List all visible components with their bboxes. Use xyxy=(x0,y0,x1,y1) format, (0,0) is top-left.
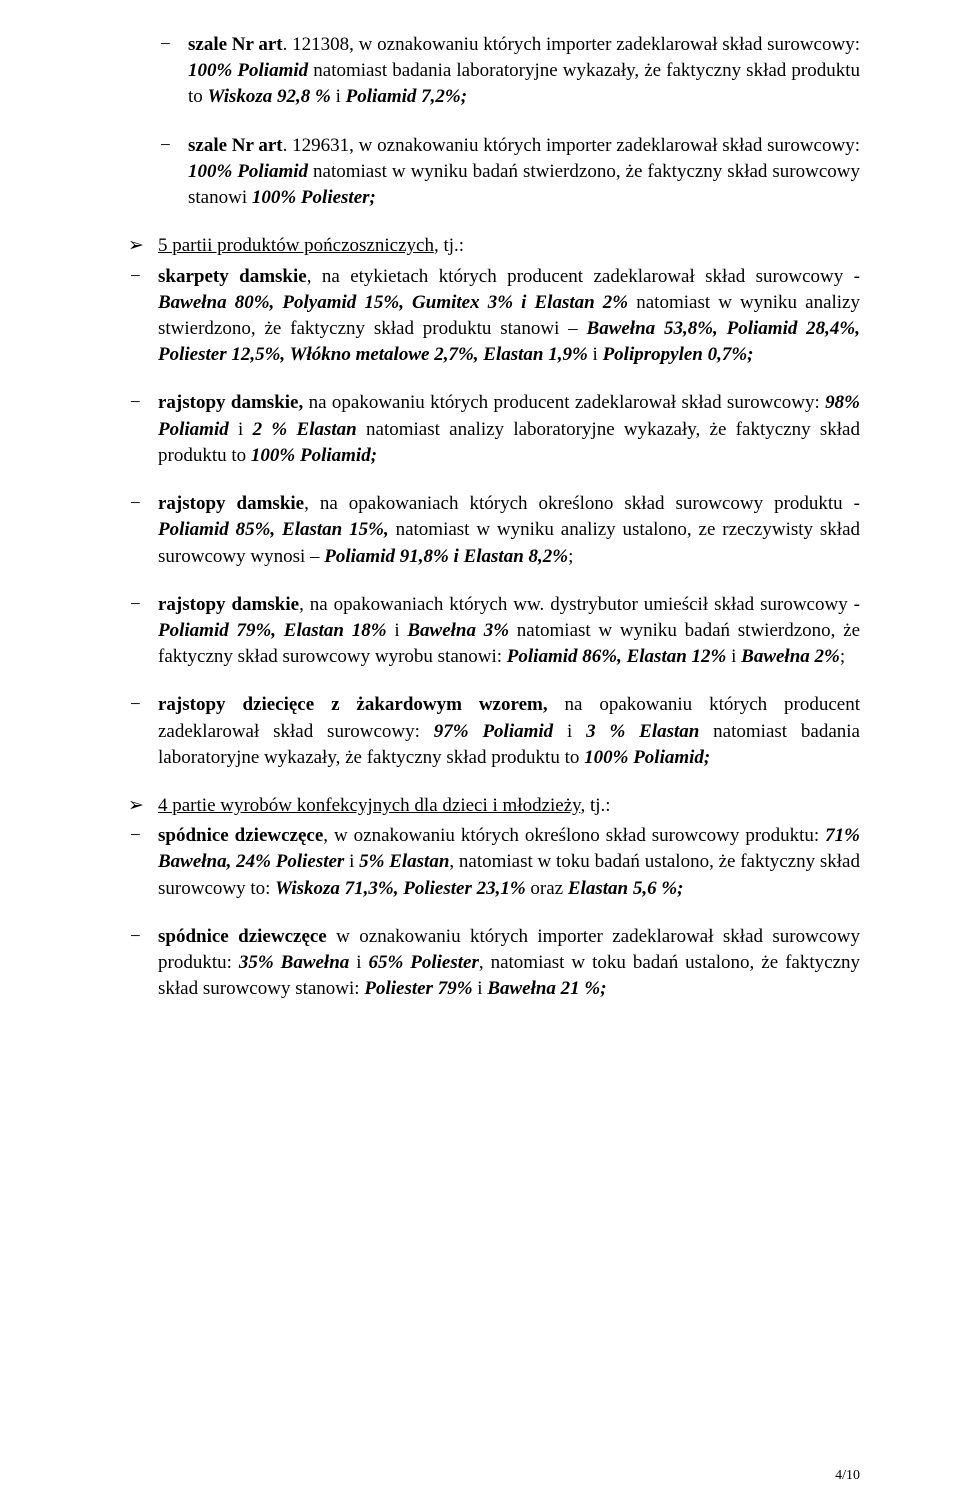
dash-icon: − xyxy=(130,592,141,618)
text: i xyxy=(349,952,368,973)
text: i xyxy=(553,721,586,742)
actual: Wiskoza 92,8 % xyxy=(208,86,336,107)
dash-icon: − xyxy=(160,32,171,58)
item-name: szale Nr art xyxy=(188,135,283,156)
declared2: Bawełna 3% xyxy=(407,620,509,641)
document-page: − szale Nr art. 121308, w oznakowaniu kt… xyxy=(0,0,960,1503)
text: . 129631, w oznakowaniu xyxy=(283,135,484,156)
dash-icon: − xyxy=(130,924,141,950)
dzieci-list: − spódnice dziewczęce, w oznakowaniu któ… xyxy=(130,823,860,1002)
list-item: − rajstopy damskie, na opakowaniu któryc… xyxy=(130,390,860,469)
text: których importer zadeklarował skład suro… xyxy=(483,135,860,156)
actual2: Elastan 5,6 %; xyxy=(568,878,684,899)
text: , w oznakowaniu których określono skład … xyxy=(323,825,825,846)
declared2: 65% Poliester xyxy=(368,952,478,973)
item-name: rajstopy dziecięce z żakardowym wzorem, xyxy=(158,694,548,715)
actual2: Poliamid 7,2%; xyxy=(346,86,467,107)
item-name: rajstopy damskie xyxy=(158,594,299,615)
declared: Bawełna 80%, Polyamid 15%, Gumitex 3% i … xyxy=(158,292,628,313)
item-name: spódnice dziewczęce xyxy=(158,926,327,947)
dash-icon: − xyxy=(130,264,141,290)
text: i xyxy=(473,978,488,999)
list-item: − spódnice dziewczęce w oznakowaniu któr… xyxy=(130,924,860,1003)
item-name: rajstopy damskie xyxy=(158,493,304,514)
list-item: − szale Nr art. 129631, w oznakowaniu kt… xyxy=(160,133,860,212)
text: i xyxy=(588,344,603,365)
actual: Poliamid 91,8% i Elastan 8,2% xyxy=(324,546,568,567)
declared: 35% Bawełna xyxy=(239,952,349,973)
text: , na opakowaniach których ww. dystrybuto… xyxy=(299,594,860,615)
text: . 121308, w oznakowaniu których importer xyxy=(283,34,617,55)
actual: Poliamid 86%, Elastan 12% xyxy=(507,646,727,667)
list-item: − spódnice dziewczęce, w oznakowaniu któ… xyxy=(130,823,860,902)
section-title: 4 partie wyrobów konfekcyjnych dla dziec… xyxy=(158,795,580,816)
text: i xyxy=(229,419,253,440)
top-list: − szale Nr art. 121308, w oznakowaniu kt… xyxy=(130,32,860,211)
list-item: − rajstopy dziecięce z żakardowym wzorem… xyxy=(130,692,860,771)
arrow-icon: ➢ xyxy=(128,793,144,819)
declared2: 5% Elastan xyxy=(359,851,449,872)
text: ; xyxy=(568,546,573,567)
text: i xyxy=(387,620,408,641)
declared: 100% Poliamid xyxy=(188,161,308,182)
declared2: 3 % Elastan xyxy=(586,721,699,742)
text: i xyxy=(336,86,346,107)
dash-icon: − xyxy=(130,692,141,718)
list-item: − rajstopy damskie, na opakowaniach któr… xyxy=(130,491,860,570)
dash-icon: − xyxy=(130,823,141,849)
ponczo-list: − skarpety damskie, na etykietach któryc… xyxy=(130,264,860,772)
actual2: Bawełna 2% xyxy=(741,646,840,667)
item-name: skarpety damskie xyxy=(158,266,307,287)
declared: Poliamid 85%, Elastan 15%, xyxy=(158,519,389,540)
dash-icon: − xyxy=(130,390,141,416)
declared: 100% Poliamid xyxy=(188,60,308,81)
text: i xyxy=(344,851,359,872)
item-name: rajstopy damskie, xyxy=(158,392,303,413)
text: , na etykietach których producent zadekl… xyxy=(307,266,860,287)
actual: Poliester 79% xyxy=(364,978,472,999)
list-item: − skarpety damskie, na etykietach któryc… xyxy=(130,264,860,369)
actual: Wiskoza 71,3%, Poliester 23,1% xyxy=(275,878,526,899)
section-suffix: , tj.: xyxy=(580,795,610,816)
actual: 100% Poliamid; xyxy=(251,445,377,466)
arrow-icon: ➢ xyxy=(128,233,144,259)
section-heading: ➢ 4 partie wyrobów konfekcyjnych dla dzi… xyxy=(130,793,860,819)
list-item: − szale Nr art. 121308, w oznakowaniu kt… xyxy=(160,32,860,111)
section-suffix: , tj.: xyxy=(434,235,464,256)
text: , na opakowaniach których określono skła… xyxy=(304,493,860,514)
item-name: spódnice dziewczęce xyxy=(158,825,323,846)
list-item: − rajstopy damskie, na opakowaniach któr… xyxy=(130,592,860,671)
dash-icon: − xyxy=(130,491,141,517)
actual2: Bawełna 21 %; xyxy=(487,978,606,999)
text: ; xyxy=(840,646,845,667)
section-title: 5 partii produktów pończoszniczych xyxy=(158,235,434,256)
declared: Poliamid 79%, Elastan 18% xyxy=(158,620,387,641)
dash-icon: − xyxy=(160,133,171,159)
actual2: Polipropylen 0,7%; xyxy=(603,344,754,365)
text: zadeklarował skład surowcowy: xyxy=(616,34,860,55)
declared: 97% Poliamid xyxy=(434,721,553,742)
text: na opakowaniu których producent zadeklar… xyxy=(303,392,825,413)
text: i xyxy=(726,646,741,667)
item-name: szale Nr art xyxy=(188,34,283,55)
section-heading: ➢ 5 partii produktów pończoszniczych, tj… xyxy=(130,233,860,259)
actual: 100% Poliamid; xyxy=(584,747,710,768)
text: oraz xyxy=(526,878,568,899)
actual: 100% Poliester; xyxy=(252,187,376,208)
page-number: 4/10 xyxy=(835,1466,860,1485)
declared2: 2 % Elastan xyxy=(253,419,357,440)
